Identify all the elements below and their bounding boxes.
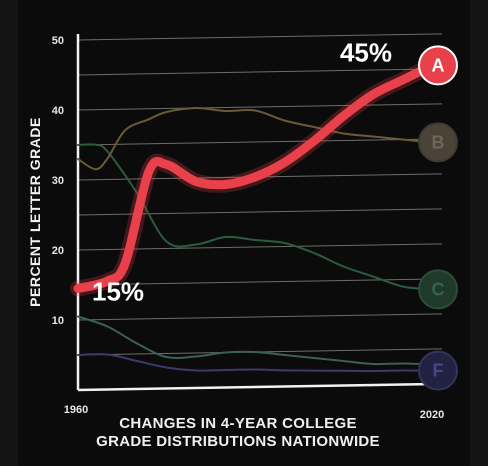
grade-badge-b: B: [418, 122, 458, 163]
grade-badge-a: A: [418, 45, 458, 86]
grade-badge-letter: C: [432, 279, 445, 299]
grid-line: [77, 103, 443, 111]
right-edge-shadow: [470, 0, 488, 466]
grid-line: [77, 313, 443, 321]
chart-title-line-2: GRADE DISTRIBUTIONS NATIONWIDE: [96, 433, 380, 450]
x-axis-line: [77, 382, 443, 392]
series-line-b: [77, 106, 433, 171]
grid-line: [77, 68, 443, 76]
y-tick-label: 10: [52, 315, 64, 327]
grid-line: [77, 138, 443, 146]
y-tick-label: 30: [52, 175, 64, 187]
annotation-label: 45%: [340, 38, 392, 68]
grade-badge-circle: [418, 350, 458, 391]
grade-badge-f: F: [418, 350, 458, 391]
grade-badge-letter: B: [432, 132, 445, 152]
series-layer: [70, 57, 440, 373]
x-tick-label: 2020: [420, 409, 444, 421]
y-tick-label: 50: [52, 35, 64, 47]
series-line-d: [77, 315, 433, 366]
grade-badge-letter: A: [432, 55, 445, 75]
chart-title-line-1: CHANGES IN 4-YEAR COLLEGE: [119, 415, 357, 432]
y-axis-label: PERCENT LETTER GRADE: [27, 117, 43, 307]
y-tick-label: 40: [52, 105, 64, 117]
grid-line: [77, 33, 443, 41]
x-tick-label: 1960: [64, 404, 88, 416]
axes: 10 20 30 40 50 1960 2020: [52, 34, 444, 421]
series-line-f: [77, 353, 433, 373]
grade-badge-letter: F: [433, 361, 444, 381]
y-tick-label: 20: [52, 245, 64, 257]
left-edge-shadow: [0, 0, 18, 466]
grid-line: [77, 243, 443, 251]
grade-badge-circle: [418, 45, 458, 86]
annotation-label: 15%: [92, 277, 144, 307]
series-line-a: [73, 61, 437, 293]
grade-badge-circle: [418, 269, 458, 310]
grade-badge-c: C: [418, 269, 458, 310]
labels: PERCENT LETTER GRADE CHANGES IN 4-YEAR C…: [27, 38, 458, 450]
grade-badge-circle: [418, 122, 458, 163]
